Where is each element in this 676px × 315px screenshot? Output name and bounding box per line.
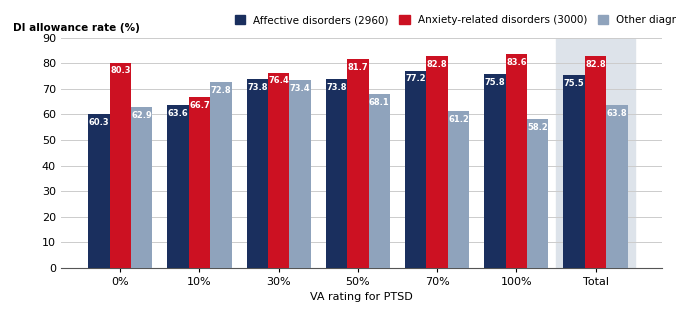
Bar bbox=[506, 54, 527, 268]
Bar bbox=[168, 105, 189, 268]
Text: 82.8: 82.8 bbox=[585, 60, 606, 69]
Text: 63.8: 63.8 bbox=[606, 109, 627, 117]
Bar bbox=[289, 80, 311, 268]
Bar bbox=[564, 75, 585, 268]
Text: 82.8: 82.8 bbox=[427, 60, 448, 69]
Bar bbox=[88, 114, 110, 268]
Text: 80.3: 80.3 bbox=[110, 66, 130, 75]
Bar bbox=[427, 56, 448, 268]
Bar bbox=[556, 38, 635, 268]
Text: 81.7: 81.7 bbox=[347, 63, 368, 72]
Bar bbox=[448, 112, 469, 268]
Legend: Affective disorders (2960), Anxiety-related disorders (3000), Other diagnoses: Affective disorders (2960), Anxiety-rela… bbox=[235, 15, 676, 26]
Text: 60.3: 60.3 bbox=[89, 117, 110, 127]
Text: 63.6: 63.6 bbox=[168, 109, 189, 118]
Text: 66.7: 66.7 bbox=[189, 101, 210, 110]
Text: 77.2: 77.2 bbox=[406, 74, 426, 83]
Bar bbox=[210, 82, 232, 268]
Bar bbox=[527, 119, 548, 268]
Text: 72.8: 72.8 bbox=[210, 86, 231, 94]
Bar bbox=[368, 94, 390, 268]
Bar bbox=[405, 71, 427, 268]
Bar bbox=[326, 79, 347, 268]
X-axis label: VA rating for PTSD: VA rating for PTSD bbox=[310, 292, 413, 302]
Bar bbox=[606, 105, 627, 268]
Text: 73.8: 73.8 bbox=[247, 83, 268, 92]
Text: 68.1: 68.1 bbox=[369, 98, 389, 106]
Text: 75.8: 75.8 bbox=[485, 78, 505, 87]
Bar bbox=[110, 63, 131, 268]
Bar bbox=[131, 107, 152, 268]
Bar bbox=[484, 74, 506, 268]
Text: 73.4: 73.4 bbox=[290, 84, 310, 93]
Bar bbox=[347, 59, 368, 268]
Text: 61.2: 61.2 bbox=[448, 115, 469, 124]
Text: 62.9: 62.9 bbox=[131, 111, 152, 120]
Text: 73.8: 73.8 bbox=[327, 83, 347, 92]
Text: DI allowance rate (%): DI allowance rate (%) bbox=[13, 23, 139, 33]
Bar bbox=[585, 56, 606, 268]
Text: 58.2: 58.2 bbox=[527, 123, 548, 132]
Text: 75.5: 75.5 bbox=[564, 79, 585, 88]
Bar bbox=[189, 97, 210, 268]
Text: 83.6: 83.6 bbox=[506, 58, 527, 67]
Text: 76.4: 76.4 bbox=[268, 76, 289, 85]
Bar bbox=[268, 72, 289, 268]
Bar bbox=[247, 79, 268, 268]
